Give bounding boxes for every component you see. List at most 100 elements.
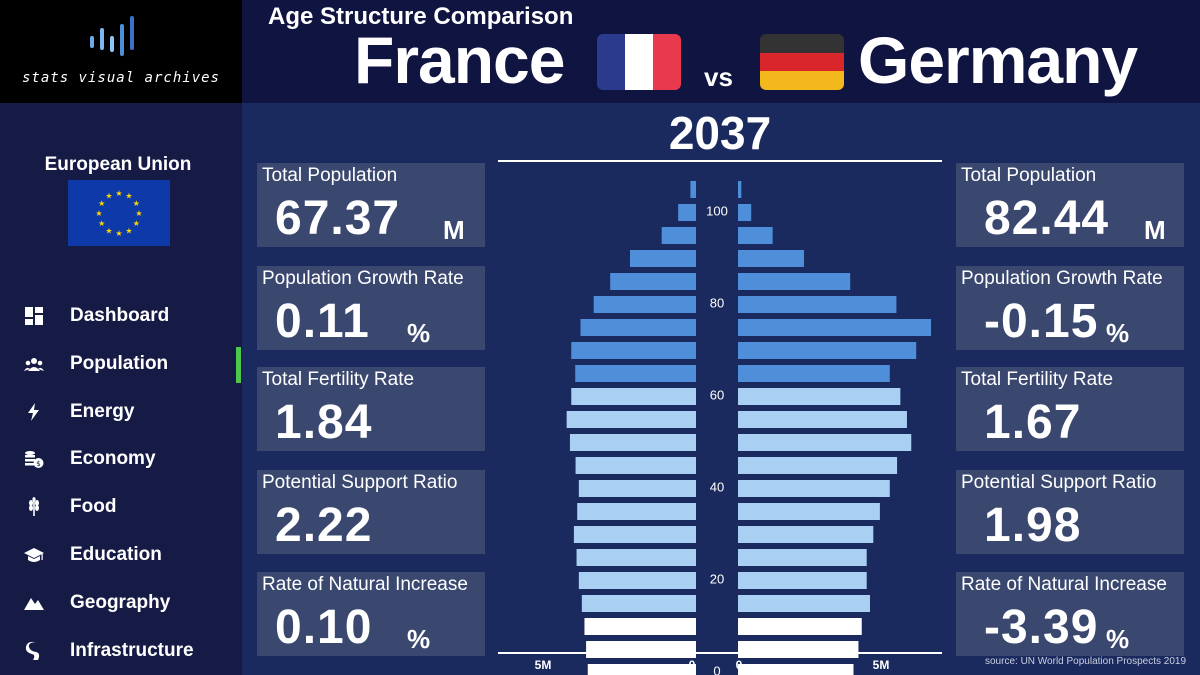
- stat-card-total-population-right: Total Population 82.44 M: [956, 163, 1184, 247]
- brand-header: stats visual archives: [0, 0, 242, 103]
- region-label: European Union: [44, 154, 192, 175]
- france-bar: [630, 250, 696, 267]
- age-tick-label: 80: [710, 296, 724, 311]
- stat-card-total-population-left: Total Population 67.37 M: [257, 163, 485, 247]
- people-icon: [24, 357, 44, 371]
- stat-unit: %: [1106, 624, 1130, 654]
- stat-card-fertility-left: Total Fertility Rate 1.84: [257, 367, 485, 451]
- france-bar: [577, 503, 696, 520]
- germany-bar: [738, 480, 890, 497]
- eu-star-icon: ★: [115, 229, 122, 238]
- stat-card-growth-rate-right: Population Growth Rate -0.15 %: [956, 266, 1184, 350]
- x-axis-line: [498, 652, 942, 654]
- france-bar: [661, 227, 696, 244]
- stat-card-natural-increase-left: Rate of Natural Increase 0.10 %: [257, 572, 485, 656]
- right-country-title: Germany: [858, 23, 1138, 97]
- stat-card-fertility-right: Total Fertility Rate 1.67: [956, 367, 1184, 451]
- germany-bar: [738, 526, 874, 543]
- stat-value: 1.98: [984, 499, 1082, 552]
- france-bar: [578, 480, 696, 497]
- sidebar-item-label: Geography: [70, 591, 171, 613]
- sidebar-item-population[interactable]: Population: [0, 341, 242, 389]
- germany-bar: [738, 457, 898, 474]
- germany-bar: [738, 273, 851, 290]
- germany-bar: [738, 296, 897, 313]
- germany-bar: [738, 181, 742, 198]
- france-bar: [569, 434, 696, 451]
- eu-star-icon: ★: [98, 199, 105, 208]
- stat-label: Total Population: [262, 165, 398, 186]
- france-bar: [566, 411, 696, 428]
- stat-unit: %: [1106, 318, 1130, 348]
- sidebar-item-food[interactable]: Food: [0, 484, 242, 532]
- header: Age Structure Comparison France vs Germa…: [242, 0, 1200, 103]
- france-bar: [580, 319, 696, 336]
- france-bar: [581, 595, 696, 612]
- stat-unit: M: [443, 215, 465, 245]
- germany-bar: [738, 572, 867, 589]
- germany-bar: [738, 618, 862, 635]
- stat-label: Population Growth Rate: [961, 268, 1163, 289]
- eu-star-icon: ★: [125, 192, 132, 201]
- age-tick-label: 100: [706, 204, 728, 219]
- coins-icon: $: [25, 451, 44, 469]
- germany-bar: [738, 388, 901, 405]
- stat-card-growth-rate-left: Population Growth Rate 0.11 %: [257, 266, 485, 350]
- sidebar-item-label: Infrastructure: [70, 639, 194, 661]
- sidebar-item-economy[interactable]: $ Economy: [0, 436, 242, 484]
- page-subtitle: Age Structure Comparison: [268, 3, 574, 30]
- eu-star-icon: ★: [133, 219, 140, 228]
- france-bar: [571, 342, 696, 359]
- sidebar-item-energy[interactable]: Energy: [0, 389, 242, 437]
- vs-label: vs: [704, 62, 733, 92]
- germany-bar: [738, 595, 870, 612]
- dashboard-icon: [25, 307, 43, 325]
- bar-logo-icon: [90, 16, 134, 56]
- france-bar: [593, 296, 696, 313]
- x-tick-label: 5M: [535, 658, 552, 672]
- sidebar-item-label: Economy: [70, 448, 156, 470]
- sidebar-item-label: Dashboard: [70, 305, 170, 326]
- age-tick-label: 60: [710, 388, 724, 403]
- stat-card-support-ratio-left: Potential Support Ratio 2.22: [257, 470, 485, 554]
- age-tick-label: 40: [710, 480, 724, 495]
- stat-unit: %: [407, 624, 431, 654]
- france-bar: [584, 618, 696, 635]
- graduation-cap-icon: [24, 547, 44, 562]
- sidebar-item-education[interactable]: Education: [0, 532, 242, 580]
- stat-unit: M: [1144, 215, 1166, 245]
- stat-label: Potential Support Ratio: [961, 472, 1157, 493]
- france-flag-icon: [597, 34, 681, 90]
- active-indicator: [236, 346, 241, 383]
- eu-star-icon: ★: [105, 226, 112, 235]
- age-tick-label: 20: [710, 572, 724, 587]
- stat-value: -0.15: [984, 295, 1099, 348]
- germany-flag-icon: [760, 34, 844, 90]
- age-tick-label: 0: [713, 664, 720, 675]
- sidebar-item-label: Energy: [70, 400, 135, 422]
- germany-bar: [738, 342, 917, 359]
- france-bar: [586, 641, 696, 658]
- eu-star-icon: ★: [115, 189, 122, 198]
- france-bar: [571, 388, 696, 405]
- stat-label: Total Population: [961, 165, 1097, 186]
- germany-bar: [738, 434, 912, 451]
- sidebar-item-geography[interactable]: Geography: [0, 580, 242, 628]
- left-country-title: France: [354, 23, 565, 97]
- stat-value: 1.67: [984, 396, 1082, 449]
- stat-card-natural-increase-right: Rate of Natural Increase -3.39 %: [956, 572, 1184, 656]
- x-tick-label: 0: [689, 658, 696, 672]
- germany-bar: [738, 411, 907, 428]
- sidebar-item-label: Food: [70, 496, 117, 518]
- sidebar-item-infrastructure[interactable]: Infrastructure: [0, 628, 242, 675]
- germany-bar: [738, 204, 752, 221]
- sidebar-item-label: Population: [70, 352, 169, 374]
- source-note: source: UN World Population Prospects 20…: [985, 656, 1187, 667]
- eu-star-icon: ★: [125, 226, 132, 235]
- france-bar: [690, 181, 696, 198]
- germany-bar: [738, 250, 804, 267]
- sidebar-item-dashboard[interactable]: Dashboard: [0, 293, 242, 341]
- eu-star-icon: ★: [133, 199, 140, 208]
- germany-bar: [738, 641, 859, 658]
- stat-unit: %: [407, 318, 431, 348]
